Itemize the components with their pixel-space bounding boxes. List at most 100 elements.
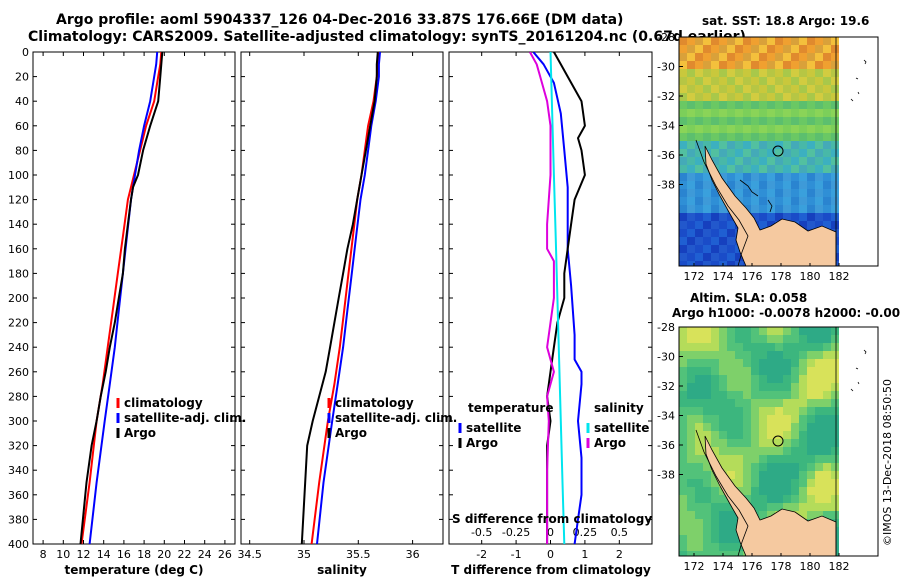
sst-cell — [711, 93, 719, 101]
sla-cell — [807, 423, 815, 431]
sst-cell — [831, 149, 839, 157]
sla-cell — [679, 415, 687, 423]
sla-cell — [791, 359, 799, 367]
sst-cell — [775, 69, 783, 77]
sst-cell — [695, 253, 703, 261]
sst-cell — [695, 205, 703, 213]
sst-cell — [751, 61, 759, 69]
sst-cell — [703, 125, 711, 133]
sla-cell — [823, 415, 831, 423]
sst-cell — [719, 45, 727, 53]
map-ytick-label: -30 — [657, 61, 675, 74]
sla-cell — [743, 447, 751, 455]
sst-cell — [703, 221, 711, 229]
sla-cell — [759, 351, 767, 359]
sst-cell — [695, 37, 703, 45]
sst-cell — [823, 125, 831, 133]
sst-cell — [815, 101, 823, 109]
sst-cell — [711, 141, 719, 149]
sst-cell — [751, 165, 759, 173]
sst-cell — [799, 181, 807, 189]
temperature-legend-label: satellite-adj. clim. — [124, 411, 246, 425]
depth-tick-label: 100 — [8, 169, 29, 182]
sst-cell — [799, 109, 807, 117]
sla-cell — [815, 359, 823, 367]
sla-cell — [687, 479, 695, 487]
sst-cell — [703, 197, 711, 205]
sla-cell — [727, 503, 735, 511]
sla-cell — [751, 391, 759, 399]
sla-cell — [767, 439, 775, 447]
sst-cell — [823, 165, 831, 173]
map-xtick-label: 172 — [684, 270, 705, 283]
sst-cell — [711, 133, 719, 141]
sla-cell — [687, 415, 695, 423]
sst-cell — [751, 173, 759, 181]
sla-cell — [727, 551, 735, 556]
sla-cell — [679, 543, 687, 551]
sst-cell — [807, 77, 815, 85]
sst-cell — [775, 61, 783, 69]
sla-cell — [727, 431, 735, 439]
sla-cell — [759, 343, 767, 351]
sla-cell — [823, 463, 831, 471]
sla-cell — [719, 415, 727, 423]
sla-cell — [687, 407, 695, 415]
sla-cell — [711, 503, 719, 511]
sla-cell — [735, 351, 743, 359]
sla-cell — [791, 367, 799, 375]
sst-cell — [783, 165, 791, 173]
sst-cell — [767, 69, 775, 77]
difference-legend-label-right: Argo — [594, 436, 626, 450]
sla-cell — [695, 367, 703, 375]
sst-cell — [703, 245, 711, 253]
sst-cell — [727, 157, 735, 165]
sla-cell — [791, 327, 799, 335]
sla-cell — [719, 463, 727, 471]
sla-cell — [767, 335, 775, 343]
sst-cell — [759, 125, 767, 133]
sla-cell — [791, 335, 799, 343]
sst-cell — [687, 77, 695, 85]
sst-cell — [703, 45, 711, 53]
sst-cell — [735, 77, 743, 85]
sst-cell — [767, 133, 775, 141]
sla-cell — [679, 527, 687, 535]
sst-cell — [743, 61, 751, 69]
sla-cell — [719, 495, 727, 503]
sla-cell — [727, 391, 735, 399]
sla-cell — [783, 367, 791, 375]
salinity-legend-label: satellite-adj. clim. — [335, 411, 457, 425]
depth-tick-label: 140 — [8, 218, 29, 231]
sst-cell — [735, 93, 743, 101]
sla-cell — [687, 327, 695, 335]
sst-cell — [799, 173, 807, 181]
sla-cell — [823, 511, 831, 519]
sla-cell — [751, 487, 759, 495]
sla-cell — [727, 543, 735, 551]
sst-cell — [727, 37, 735, 45]
sst-cell — [807, 125, 815, 133]
sst-cell — [711, 157, 719, 165]
sst-cell — [687, 69, 695, 77]
salinity-xtick-label: 34.5 — [237, 548, 262, 561]
sst-cell — [783, 93, 791, 101]
sst-cell — [775, 77, 783, 85]
sst-cell — [727, 245, 735, 253]
sla-cell — [703, 359, 711, 367]
sst-cell — [823, 93, 831, 101]
sla-cell — [775, 479, 783, 487]
sst-cell — [679, 149, 687, 157]
sla-cell — [831, 351, 839, 359]
sst-cell — [703, 37, 711, 45]
sst-cell — [775, 205, 783, 213]
sst-cell — [807, 165, 815, 173]
difference-xtick-label: 1 — [581, 548, 588, 561]
sst-cell — [815, 157, 823, 165]
sla-cell — [719, 447, 727, 455]
sla-cell — [727, 343, 735, 351]
sla-cell — [759, 327, 767, 335]
sla-cell — [807, 479, 815, 487]
sla-cell — [719, 383, 727, 391]
